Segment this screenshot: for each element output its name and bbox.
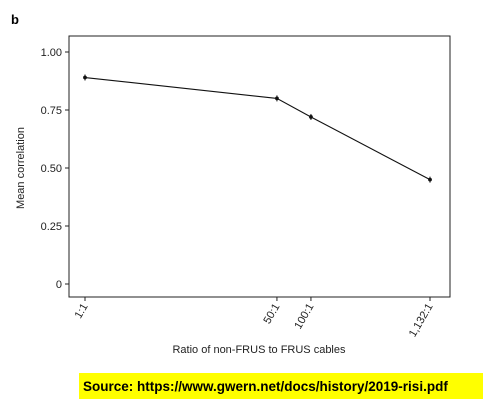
source-text: Source: https://www.gwern.net/docs/histo… <box>83 378 448 394</box>
x-tick-label: 100:1 <box>292 302 316 332</box>
panel-label: b <box>11 12 19 27</box>
y-axis: 0 0.25 0.50 0.75 1.00 <box>41 47 69 291</box>
x-tick-label: 50:1 <box>261 302 282 327</box>
y-tick-label: 1.00 <box>41 47 62 59</box>
x-tick-label: 1:1 <box>73 302 91 321</box>
source-caption: Source: https://www.gwern.net/docs/histo… <box>79 373 483 399</box>
y-tick-label: 0.75 <box>41 105 62 117</box>
series-layer <box>83 74 432 183</box>
y-tick-label: 0.25 <box>41 221 62 233</box>
x-axis-title: Ratio of non-FRUS to FRUS cables <box>172 344 346 356</box>
series-line <box>84 76 431 181</box>
x-tick-label: 1,132:1 <box>407 302 436 340</box>
y-tick-label: 0.50 <box>41 163 62 175</box>
y-tick-label: 0 <box>56 279 62 291</box>
y-axis-title: Mean correlation <box>15 127 27 209</box>
plot-area-frame <box>68 35 451 298</box>
x-axis: 1:1 50:1 100:1 1,132:1 <box>73 297 436 339</box>
